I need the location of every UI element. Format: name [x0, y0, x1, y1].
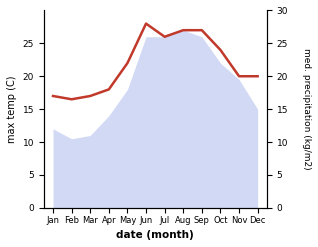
X-axis label: date (month): date (month) [116, 230, 194, 240]
Y-axis label: med. precipitation (kg/m2): med. precipitation (kg/m2) [302, 48, 311, 170]
Y-axis label: max temp (C): max temp (C) [7, 75, 17, 143]
